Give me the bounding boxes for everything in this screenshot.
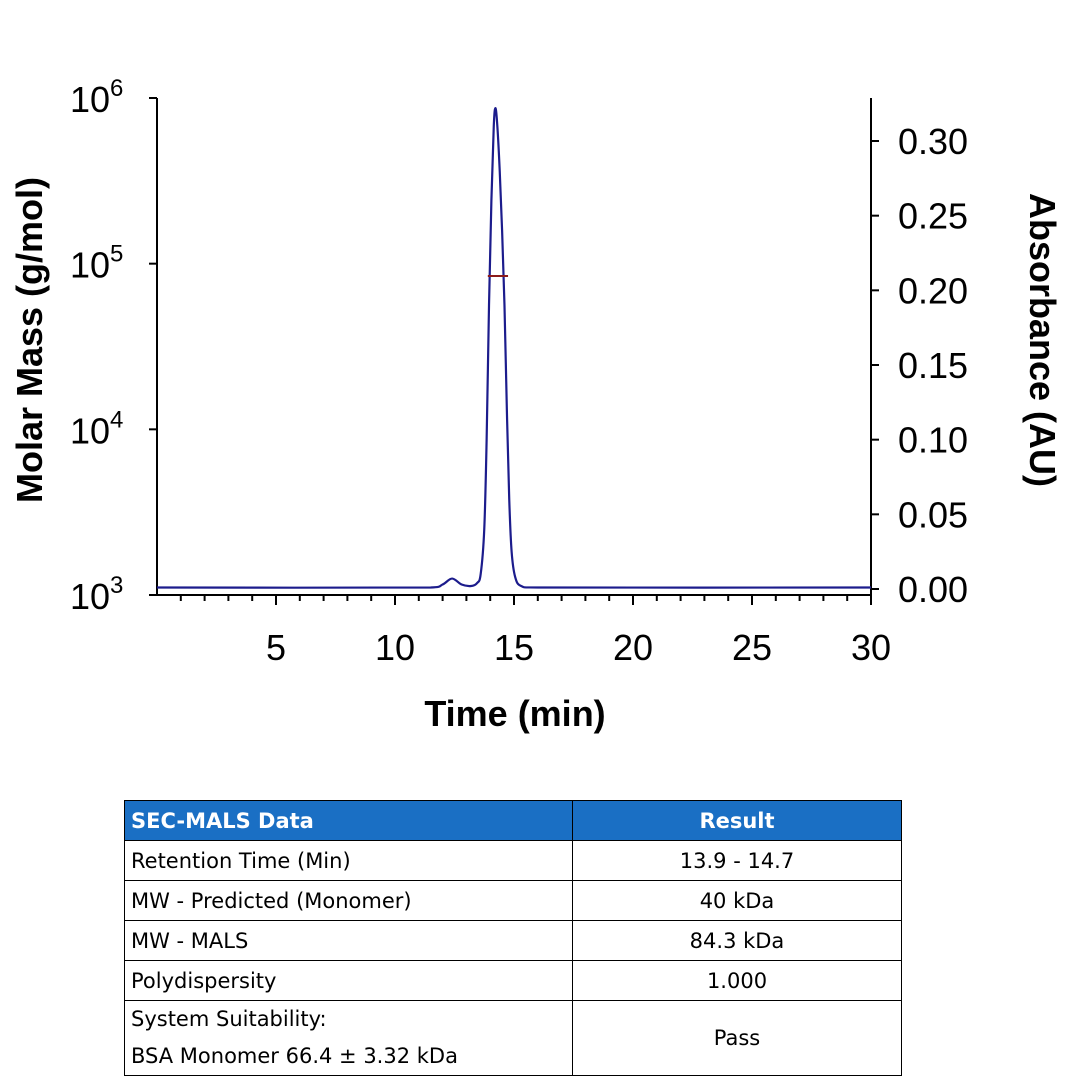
tick-base: 10 (70, 245, 110, 286)
row-label: Polydispersity (124, 960, 573, 1001)
y-right-tick-label: 0.10 (898, 420, 968, 461)
table-row: MW - MALS 84.3 kDa (124, 920, 902, 961)
sec-mals-chart: 5 10 15 20 25 301031041051060.000.050.100.150… (9, 75, 1063, 734)
y-right-tick-label: 0.20 (898, 270, 968, 311)
tick-base: 10 (70, 79, 110, 120)
table-row: MW - Predicted (Monomer) 40 kDa (124, 880, 902, 921)
tick-exponent: 3 (110, 572, 123, 599)
x-tick-label: 5 (266, 627, 286, 668)
x-axis-title: Time (min) (424, 693, 605, 734)
y-right-tick-label: 0.00 (898, 569, 968, 610)
tick-base: 10 (70, 576, 110, 617)
y-left-tick-label: 105 (70, 241, 123, 286)
header-sec-mals-data: SEC-MALS Data (124, 800, 573, 841)
row-value: 1.000 (572, 960, 902, 1001)
x-tick-label: 10 (375, 627, 415, 668)
y-right-tick-label: 0.05 (898, 494, 968, 535)
row-value: 13.9 - 14.7 (572, 840, 902, 881)
x-tick-label: 30 (851, 627, 891, 668)
table-row: Polydispersity 1.000 (124, 960, 902, 1001)
table-header-row: SEC-MALS Data Result (124, 800, 902, 841)
y-left-tick-label: 104 (70, 406, 123, 451)
results-table: SEC-MALS Data Result Retention Time (Min… (124, 800, 902, 1076)
row-label-line2: BSA Monomer 66.4 ± 3.32 kDa (131, 1044, 458, 1068)
x-tick-label: 15 (494, 627, 534, 668)
table-row: Retention Time (Min) 13.9 - 14.7 (124, 840, 902, 881)
row-value: 40 kDa (572, 880, 902, 921)
absorbance-series (156, 107, 872, 589)
x-tick-label: 20 (613, 627, 653, 668)
y-right-axis-title: Absorbance (AU) (1022, 193, 1063, 487)
x-tick-label: 25 (732, 627, 772, 668)
table-row: System Suitability: BSA Monomer 66.4 ± 3.… (124, 1000, 902, 1076)
y-right-tick-label: 0.25 (898, 196, 968, 237)
row-value: Pass (572, 1000, 902, 1076)
tick-exponent: 5 (110, 241, 123, 268)
row-label-line1: System Suitability: (131, 1007, 327, 1031)
tick-base: 10 (70, 410, 110, 451)
y-left-tick-label: 103 (70, 572, 123, 617)
row-label: MW - Predicted (Monomer) (124, 880, 573, 921)
y-left-tick-label: 106 (70, 75, 123, 120)
y-right-tick-label: 0.15 (898, 345, 968, 386)
tick-exponent: 4 (110, 406, 123, 433)
y-left-axis-title: Molar Mass (g/mol) (9, 177, 50, 503)
row-label: System Suitability: BSA Monomer 66.4 ± 3.… (124, 1000, 573, 1076)
row-label: MW - MALS (124, 920, 573, 961)
header-result: Result (572, 800, 902, 841)
y-right-tick-label: 0.30 (898, 121, 968, 162)
tick-exponent: 6 (110, 75, 123, 102)
row-label: Retention Time (Min) (124, 840, 573, 881)
row-value: 84.3 kDa (572, 920, 902, 961)
